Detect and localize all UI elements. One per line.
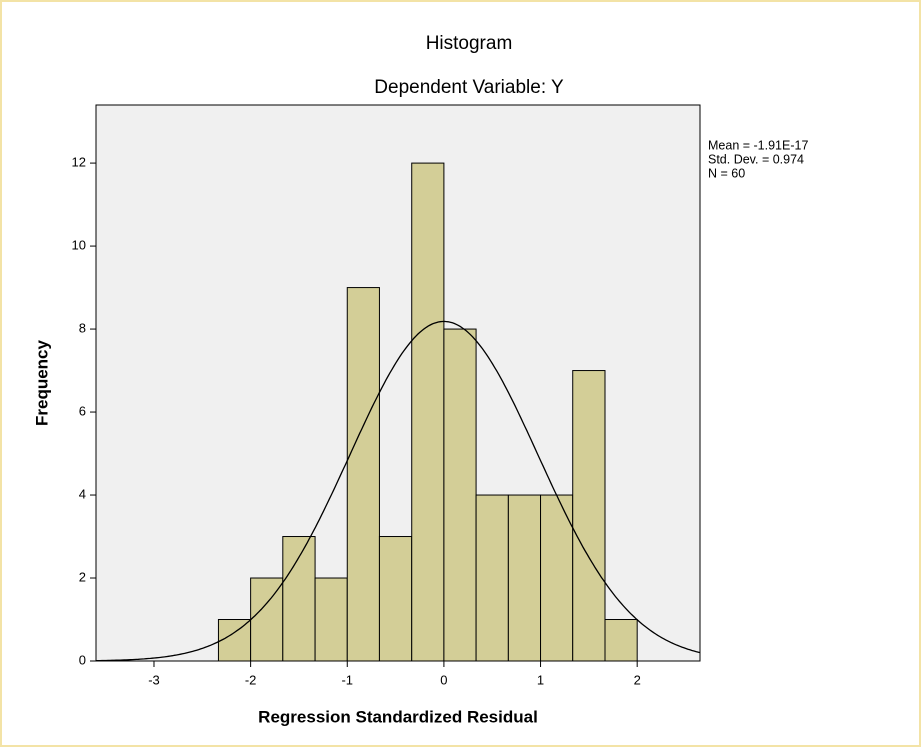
bar (443, 328, 477, 662)
stat-label: N = 60 (708, 166, 745, 180)
x-tick-label: 2 (634, 672, 641, 687)
stat-label: Std. Dev. = 0.974 (708, 152, 804, 166)
y-tick-label: 6 (79, 403, 86, 418)
y-tick-label: 8 (79, 320, 86, 335)
y-tick-label: 10 (72, 238, 86, 253)
bar (475, 494, 509, 662)
y-tick-label: 2 (79, 569, 86, 584)
y-tick-label: 12 (72, 155, 86, 170)
x-tick-label: -2 (245, 672, 257, 687)
bar (282, 536, 316, 662)
bar (507, 494, 542, 662)
y-tick-label: 0 (79, 652, 86, 667)
bar (250, 577, 284, 662)
stat-label: Mean = -1.91E-17 (708, 138, 808, 152)
bar (411, 162, 445, 662)
chart-subtitle: Dependent Variable: Y (374, 77, 564, 98)
x-tick-label: -3 (148, 672, 160, 687)
y-tick-label: 4 (79, 486, 86, 501)
bar (604, 619, 638, 662)
bar (378, 536, 413, 662)
bar (346, 287, 380, 662)
x-tick-label: -1 (341, 672, 353, 687)
bar (314, 577, 348, 662)
x-tick-label: 1 (537, 672, 544, 687)
bar (572, 370, 606, 662)
bar (540, 494, 574, 662)
normal-curve (96, 320, 701, 662)
chart-title: Histogram (426, 33, 513, 54)
bar (217, 619, 252, 662)
x-axis-label: Regression Standardized Residual (258, 707, 538, 726)
y-axis-label: Frequency (32, 339, 51, 426)
x-tick-label: 0 (440, 672, 447, 687)
